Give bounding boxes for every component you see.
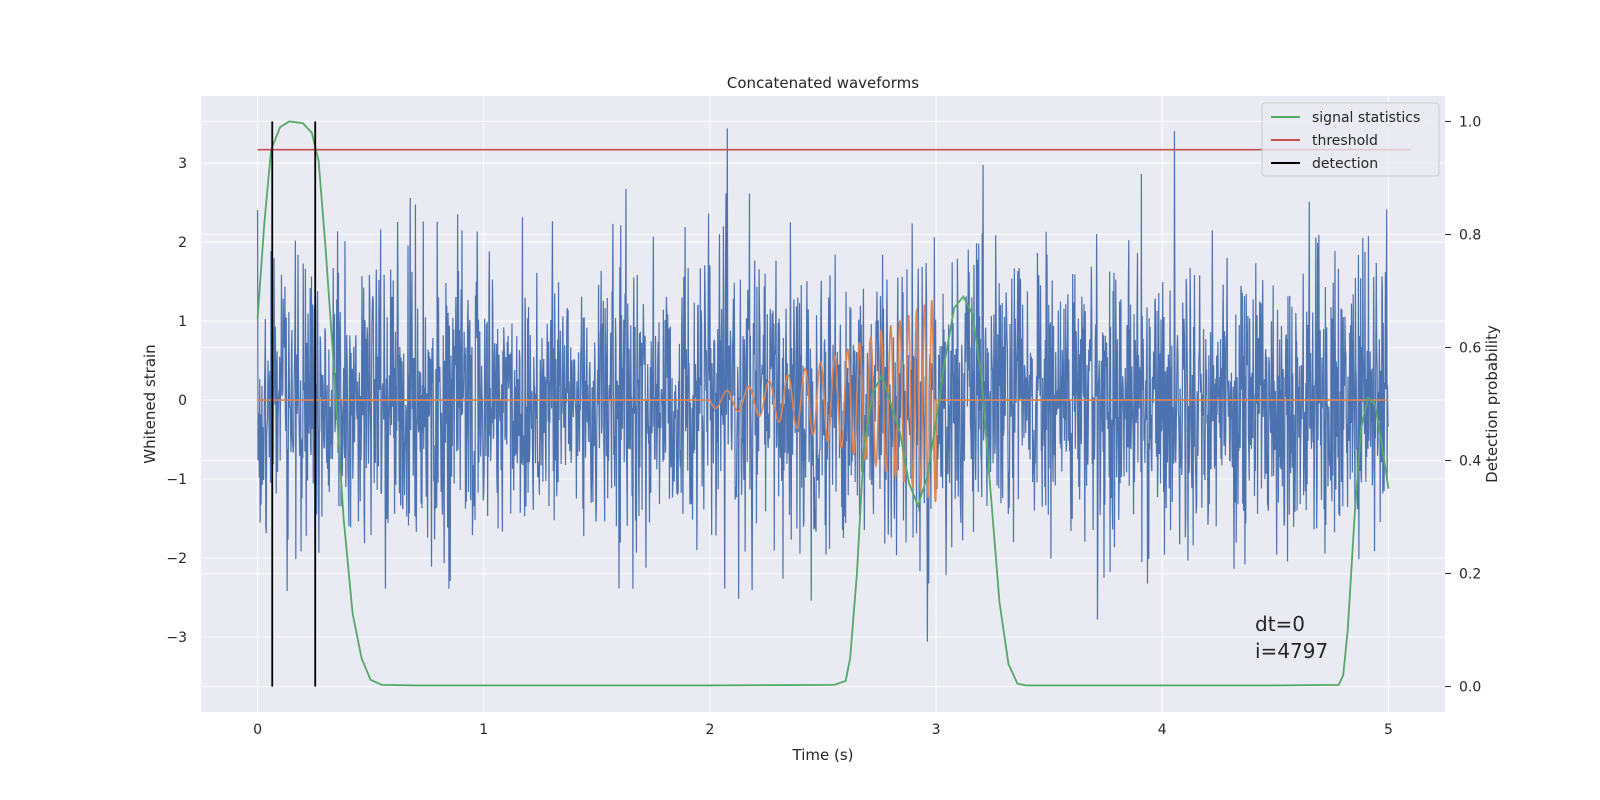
legend-label-threshold: threshold bbox=[1312, 133, 1378, 149]
y2-tick-label: 0.0 bbox=[1459, 680, 1481, 696]
annotation-dt: dt=0 bbox=[1255, 612, 1305, 636]
ticks: 0 1 2 3 4 5 −3 −2 −1 0 1 2 3 0.0 0.2 0.4 0.6 0.8 1.0 bbox=[166, 114, 1481, 738]
y-tick-label: 1 bbox=[178, 314, 187, 330]
injected-waveform-series bbox=[257, 300, 1389, 503]
y-tick-label: −2 bbox=[166, 551, 187, 567]
y2-axis-label: Detection probability bbox=[1483, 325, 1501, 483]
x-tick-label: 0 bbox=[253, 722, 262, 738]
y-tick-label: −1 bbox=[166, 472, 187, 488]
y-tick-label: −3 bbox=[166, 630, 187, 646]
legend: signal statistics threshold detection bbox=[1261, 102, 1440, 177]
y-tick-label: 0 bbox=[178, 393, 187, 409]
signal-statistics-series bbox=[256, 120, 1390, 687]
legend-label-detection: detection bbox=[1312, 156, 1378, 172]
x-axis-label: Time (s) bbox=[792, 746, 854, 764]
y2-tick-label: 0.2 bbox=[1459, 567, 1481, 583]
y2-tick-label: 1.0 bbox=[1459, 114, 1481, 130]
x-tick-label: 3 bbox=[932, 722, 941, 738]
y-tick-label: 2 bbox=[178, 235, 187, 251]
series-layer bbox=[256, 120, 1412, 687]
x-tick-label: 4 bbox=[1158, 722, 1167, 738]
y-axis-label: Whitened strain bbox=[141, 344, 159, 463]
y2-tick-label: 0.8 bbox=[1459, 227, 1481, 243]
strain-series bbox=[256, 128, 1390, 642]
x-tick-label: 5 bbox=[1384, 722, 1393, 738]
annotation-index: i=4797 bbox=[1255, 639, 1328, 663]
x-tick-label: 2 bbox=[705, 722, 714, 738]
x-tick-label: 1 bbox=[479, 722, 488, 738]
chart-title: Concatenated waveforms bbox=[727, 74, 919, 92]
legend-box bbox=[1261, 102, 1440, 177]
y2-tick-label: 0.6 bbox=[1459, 340, 1481, 356]
legend-label-signal-statistics: signal statistics bbox=[1312, 110, 1420, 126]
y-tick-label: 3 bbox=[178, 156, 187, 172]
y2-tick-label: 0.4 bbox=[1459, 454, 1481, 470]
